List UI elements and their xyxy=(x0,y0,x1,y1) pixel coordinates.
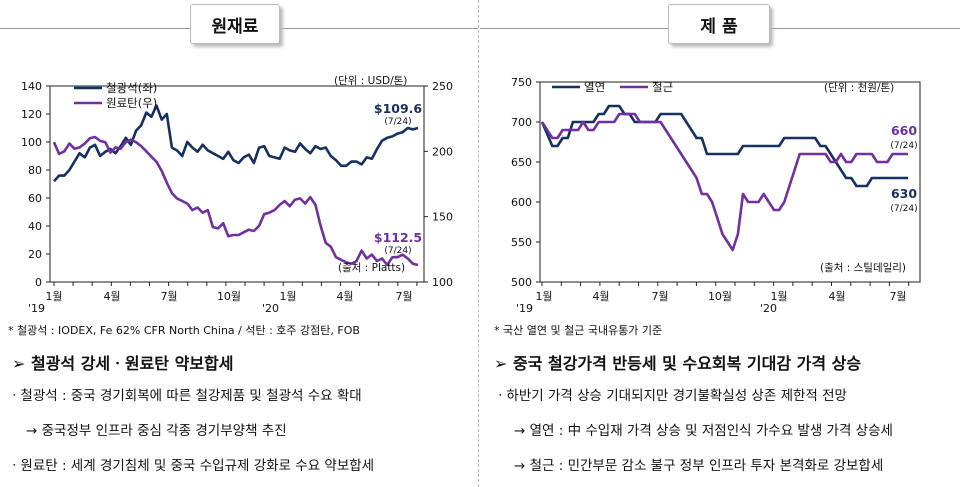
series-line-rebar xyxy=(540,112,908,252)
product-price-chart: 500 550 600 650 700 750 1월 4월 7월 10월 1월 4월 7월 '19 '20 열… xyxy=(511,76,921,315)
y-tick-label: 600 xyxy=(511,196,532,209)
x-tick-label: 4월 xyxy=(103,290,120,303)
annotation-value: $109.6 xyxy=(374,101,423,116)
x-tick-label: 7월 xyxy=(395,290,412,303)
x-tick-label: 1월 xyxy=(45,290,62,303)
x-tick-label: 1월 xyxy=(535,290,552,303)
left-y-tick-label: 140 xyxy=(21,80,42,93)
y-tick-label: 650 xyxy=(511,156,532,169)
x-tick-label: 10월 xyxy=(708,290,732,303)
x-tick-label: 7월 xyxy=(651,290,668,303)
x-tick-label: 1월 xyxy=(279,290,296,303)
right-bullet-1: ㆍ하반기 가격 상승 기대되지만 경기불확실성 상존 제한적 전망 xyxy=(494,388,847,404)
left-y-tick-label: 20 xyxy=(28,248,42,261)
legend-label: 열연 xyxy=(584,80,605,94)
x-year-label: '19 xyxy=(516,302,533,315)
left-header-title: 원재료 xyxy=(211,16,259,37)
raw-material-chart: 0 20 40 60 80 100 120 140 100 150 200 250 1월 4월 7월 10월 1… xyxy=(21,74,453,315)
right-bullet-3: → 철근 : 민간부문 감소 불구 정부 인프라 투자 본격화로 강보합세 xyxy=(514,458,884,474)
left-y-tick-label: 0 xyxy=(35,276,42,289)
series-line-iron-ore xyxy=(53,104,419,183)
right-y-tick-label: 200 xyxy=(432,145,453,158)
left-heading: ➢ 철광석 강세ㆍ원료탄 약보합세 xyxy=(12,354,234,373)
left-y-tick-label: 120 xyxy=(21,108,42,121)
annotation-date: (7/24) xyxy=(890,204,917,214)
panel-divider xyxy=(478,0,479,487)
legend-label: 원료탄(우) xyxy=(106,96,157,110)
x-year-label: '19 xyxy=(28,302,45,315)
x-year-label: '20 xyxy=(262,302,279,315)
x-tick-label: 7월 xyxy=(160,290,177,303)
x-tick-label: 1월 xyxy=(770,290,787,303)
annotation-value: 660 xyxy=(891,123,917,138)
left-footnote: * 철광석 : IODEX, Fe 62% CFR North China / … xyxy=(8,324,360,337)
left-bullet-1: ㆍ철광석 : 중국 경기회복에 따른 철강제품 및 철광석 수요 확대 xyxy=(8,388,362,404)
annotation-date: (7/24) xyxy=(890,141,917,151)
left-header-box: 원재료 xyxy=(190,4,280,44)
series-line-hot-rolled xyxy=(540,104,908,188)
unit-label: (단위 : USD/톤) xyxy=(334,74,407,87)
source-label: (출처 : 스틸데일리) xyxy=(820,261,906,274)
x-tick-label: 4월 xyxy=(828,290,845,303)
annotation-date: (7/24) xyxy=(384,117,411,127)
right-y-tick-label: 250 xyxy=(432,80,453,93)
left-y-tick-label: 60 xyxy=(28,192,42,205)
series-line-coking-coal xyxy=(52,135,419,267)
unit-label: (단위 : 천원/톤) xyxy=(824,81,894,94)
plot-frame xyxy=(539,81,921,283)
left-y-tick-label: 40 xyxy=(28,220,42,233)
x-tick-label: 4월 xyxy=(336,290,353,303)
annotation-date: (7/24) xyxy=(384,246,411,256)
x-tick-label: 10월 xyxy=(217,290,241,303)
annotation-value: $112.5 xyxy=(374,230,422,245)
y-tick-label: 750 xyxy=(511,76,532,89)
right-footnote: * 국산 열연 및 철근 국내유통가 기준 xyxy=(494,324,663,337)
legend-label: 철근 xyxy=(652,80,673,94)
left-y-tick-label: 100 xyxy=(21,136,42,149)
y-tick-label: 550 xyxy=(511,236,532,249)
right-heading: ➢ 중국 철강가격 반등세 및 수요회복 기대감 가격 상승 xyxy=(494,354,862,373)
left-bullet-3: ㆍ원료탄 : 세계 경기침체 및 중국 수입규제 강화로 수요 약보합세 xyxy=(8,458,375,474)
right-bullet-2: → 열연 : 中 수입재 가격 상승 및 저점인식 가수요 발생 가격 상승세 xyxy=(514,423,893,439)
plot-frame xyxy=(49,85,425,283)
right-y-tick-label: 100 xyxy=(432,276,453,289)
x-tick-label: 4월 xyxy=(592,290,609,303)
right-y-tick-label: 150 xyxy=(432,211,453,224)
left-y-tick-label: 80 xyxy=(28,164,42,177)
y-tick-label: 700 xyxy=(511,116,532,129)
right-header-title: 제 품 xyxy=(700,16,738,37)
x-tick-label: 7월 xyxy=(889,290,906,303)
right-header-box: 제 품 xyxy=(668,4,770,44)
left-bullet-2: → 중국정부 인프라 중심 각종 경기부양책 추진 xyxy=(26,423,287,439)
legend-label: 철광석(좌) xyxy=(106,81,157,95)
y-tick-label: 500 xyxy=(511,276,532,289)
source-label: (출처 : Platts) xyxy=(338,262,405,274)
x-year-label: '20 xyxy=(760,302,777,315)
annotation-value: 630 xyxy=(891,186,917,201)
